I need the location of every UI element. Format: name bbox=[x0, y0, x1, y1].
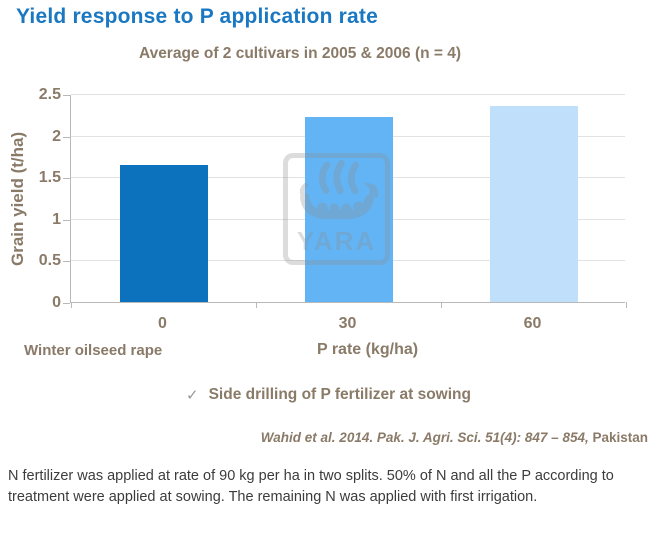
gridline bbox=[71, 94, 625, 95]
y-tick-label: 1 bbox=[52, 210, 61, 228]
plot-area: YARA bbox=[70, 94, 627, 308]
group-label: Winter oilseed rape bbox=[24, 342, 163, 359]
yara-watermark: YARA bbox=[283, 153, 390, 265]
bar-30 bbox=[304, 117, 393, 302]
y-tick-label: 2 bbox=[52, 127, 61, 145]
y-tick-mark bbox=[63, 178, 70, 180]
x-axis-title: P rate (kg/ha) bbox=[317, 341, 419, 358]
x-category-label: 0 bbox=[158, 315, 167, 332]
bullet-text: Side drilling of P fertilizer at sowing bbox=[208, 386, 471, 403]
x-tick-mark bbox=[626, 302, 627, 308]
footnote-text: N fertilizer was applied at rate of 90 k… bbox=[8, 468, 614, 505]
y-tick-mark bbox=[63, 95, 70, 96]
bullet-row: ✓ Side drilling of P fertilizer at sowin… bbox=[186, 386, 471, 404]
y-tick-label: 1.5 bbox=[38, 169, 61, 187]
citation-plain: Pakistan bbox=[588, 430, 648, 445]
x-tick-mark bbox=[256, 302, 257, 308]
y-tick-label: 0.5 bbox=[38, 252, 61, 270]
yara-wordmark: YARA bbox=[296, 226, 377, 256]
citation: Wahid et al. 2014. Pak. J. Agri. Sci. 51… bbox=[261, 430, 648, 445]
x-category-label: 60 bbox=[523, 315, 542, 332]
x-category-label: 30 bbox=[338, 315, 357, 332]
y-tick-label: 2.5 bbox=[38, 86, 61, 103]
y-axis-title: Grain yield (t/ha) bbox=[8, 131, 27, 267]
y-tick-mark bbox=[63, 136, 70, 138]
y-tick-mark bbox=[63, 219, 70, 221]
y-tick-label: 0 bbox=[52, 294, 61, 311]
x-tick-mark bbox=[71, 302, 72, 308]
x-tick-mark bbox=[441, 302, 442, 308]
bar-0 bbox=[119, 164, 208, 302]
y-tick-mark bbox=[63, 303, 70, 304]
chart-subtitle: Average of 2 cultivars in 2005 & 2006 (n… bbox=[138, 45, 462, 62]
y-tick-mark bbox=[63, 261, 70, 263]
checkmark-icon: ✓ bbox=[186, 387, 199, 404]
page-title: Yield response to P application rate bbox=[16, 5, 378, 28]
bar-60 bbox=[489, 106, 578, 302]
viking-ship-icon bbox=[299, 160, 378, 220]
citation-italic: Wahid et al. 2014. Pak. J. Agri. Sci. 51… bbox=[260, 430, 589, 445]
